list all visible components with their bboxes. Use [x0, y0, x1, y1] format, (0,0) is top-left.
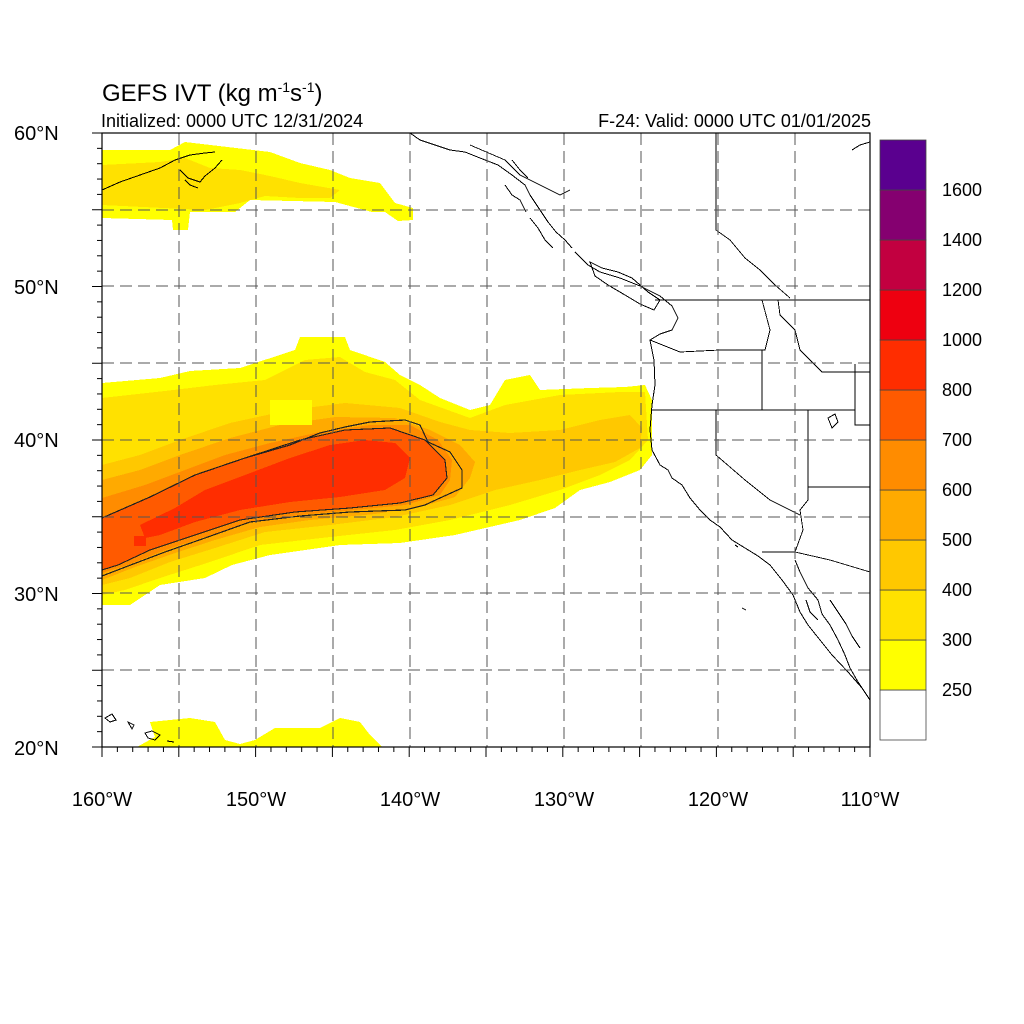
lat-label-30: 30°N: [14, 584, 59, 606]
lon-label-130w: 130°W: [534, 789, 594, 811]
bc-coast: [574, 251, 870, 701]
colorbar-swatch: [879, 639, 927, 691]
colorbar-label: 1600: [942, 180, 982, 200]
ivt-region-north-core: [102, 158, 340, 210]
colorbar-label: 1200: [942, 280, 982, 300]
colorbar-swatch: [879, 339, 927, 391]
border-montana-wyoming: [854, 364, 870, 426]
border-idaho-montana: [777, 299, 870, 373]
border-nevada-california: [715, 410, 801, 516]
lat-labels: 60°N 50°N 40°N 30°N 20°N: [14, 123, 59, 760]
ivt-contour-700: [102, 419, 463, 577]
lon-label-120w: 120°W: [688, 789, 748, 811]
colorbar-label: 800: [942, 380, 972, 400]
lat-label-50: 50°N: [14, 277, 59, 299]
hawaii-islands: [104, 713, 175, 743]
colorbar-swatch: [879, 539, 927, 591]
coastlines: [102, 133, 870, 743]
colorbar-swatch: [879, 389, 927, 441]
colorbar-swatch: [879, 689, 927, 741]
lat-label-60: 60°N: [14, 123, 59, 145]
vancouver-island: [589, 260, 661, 311]
political-borders: [469, 133, 870, 573]
lon-label-160w: 160°W: [72, 789, 132, 811]
lon-labels: 160°W 150°W 140°W 130°W 120°W 110°W: [72, 789, 900, 811]
colorbar-swatch: [879, 139, 927, 191]
colorbar-label: 300: [942, 630, 972, 650]
lon-label-140w: 140°W: [380, 789, 440, 811]
colorbar-label: 1000: [942, 330, 982, 350]
border-canada-states: [715, 133, 791, 299]
colorbar-swatch: [879, 489, 927, 541]
chart-title: GEFS IVT (kg m-1s-1): [102, 79, 323, 107]
ivt-region-ar-pocket: [270, 400, 312, 425]
colorbar-swatch: [879, 189, 927, 241]
colorbar-label: 1400: [942, 230, 982, 250]
colorbar-swatch: [879, 439, 927, 491]
colorbar-label: 400: [942, 580, 972, 600]
colorbar-label: 250: [942, 680, 972, 700]
ivt-region-ar-800-spot: [134, 536, 146, 546]
colorbar-label: 500: [942, 530, 972, 550]
colorbar-label: 700: [942, 430, 972, 450]
ivt-shading: [102, 133, 870, 747]
border-us-mexico: [762, 551, 870, 573]
baja-coast: [794, 559, 870, 701]
graticule: [102, 133, 870, 747]
valid-time-label: F-24: Valid: 0000 UTC 01/01/2025: [598, 111, 871, 131]
colorbar-swatch: [879, 289, 927, 341]
border-alaska-bc: [469, 144, 571, 196]
lon-label-150w: 150°W: [226, 789, 286, 811]
border-washington-oregon: [649, 299, 771, 353]
lat-label-40: 40°N: [14, 430, 59, 452]
axis-ticks: [92, 132, 871, 757]
channel-islands: [734, 413, 839, 611]
lon-label-110w: 110°W: [841, 789, 900, 811]
ivt-region-ar-800: [140, 440, 410, 538]
colorbar-swatch: [879, 589, 927, 641]
ivt-region-south-band: [137, 718, 382, 747]
border-arizona: [794, 487, 809, 553]
colorbar-label: 600: [942, 480, 972, 500]
ivt-contour-700-inner: [102, 427, 448, 571]
border-idaho-nevada: [761, 350, 870, 488]
lat-label-20: 20°N: [14, 738, 59, 760]
init-time-label: Initialized: 0000 UTC 12/31/2024: [101, 111, 364, 131]
alaska-coast: [102, 133, 870, 249]
colorbar-swatch: [879, 239, 927, 291]
colorbar: 250 300 400 500 600 700 800 1000 1200 1400 1600: [879, 139, 982, 741]
